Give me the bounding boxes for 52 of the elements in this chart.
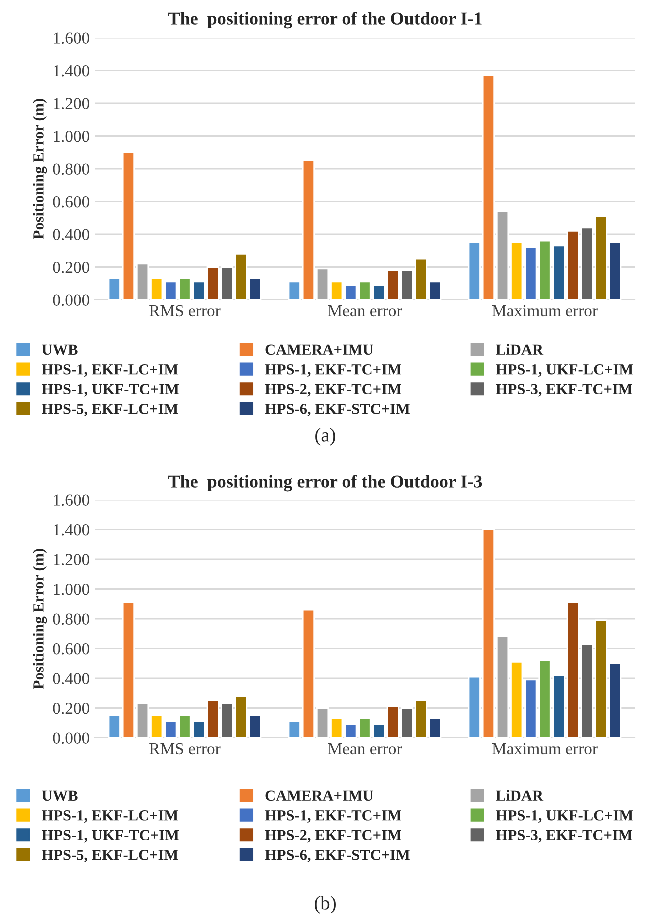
y-tick-label: 1.200 bbox=[54, 98, 90, 110]
legend-label: HPS-1, EKF-TC+IM bbox=[265, 810, 402, 824]
legend-label: CAMERA+IMU bbox=[266, 344, 374, 356]
x-tick-label: Maximum error bbox=[492, 305, 598, 317]
legend-label: HPS-6, EKF-STC+IM bbox=[265, 404, 410, 417]
y-tick-label: 1.400 bbox=[54, 524, 90, 536]
y-tick-label: 1.200 bbox=[54, 554, 90, 566]
legend-label: HPS-6, EKF-STC+IM bbox=[265, 850, 410, 863]
legend-label: HPS-3, EKF-TC+IM bbox=[496, 830, 632, 843]
legend-label: UWB bbox=[42, 344, 78, 356]
y-axis-title: Positioning Error (m) bbox=[33, 549, 48, 690]
x-tick-label: RMS error bbox=[150, 305, 221, 317]
y-tick-label: 0.400 bbox=[53, 229, 90, 241]
legend-label: HPS-2, EKF-TC+IM bbox=[265, 384, 402, 397]
y-tick-label: 1.000 bbox=[54, 130, 90, 142]
y-tick-label: 0.000 bbox=[53, 294, 90, 306]
legend-label: HPS-1, EKF-LC+IM bbox=[42, 810, 178, 824]
y-axis-title: Positioning Error (m) bbox=[33, 99, 48, 240]
y-tick-label: 0.400 bbox=[53, 673, 90, 685]
legend-label: HPS-1, UKF-LC+IM bbox=[496, 810, 634, 824]
legend-label: HPS-1, EKF-LC+IM bbox=[42, 364, 178, 378]
legend-label: LiDAR bbox=[496, 790, 544, 801]
chart-title: The positioning error of the Outdoor I-1 bbox=[168, 12, 482, 29]
legend-label: HPS-1, UKF-TC+IM bbox=[42, 830, 180, 843]
x-tick-label: Maximum error bbox=[492, 743, 598, 755]
y-tick-label: 1.600 bbox=[54, 32, 90, 44]
y-tick-label: 0.000 bbox=[53, 732, 90, 744]
legend-label: HPS-2, EKF-TC+IM bbox=[265, 830, 402, 843]
y-tick-label: 0.800 bbox=[53, 164, 90, 176]
y-tick-label: 0.600 bbox=[53, 643, 90, 655]
y-tick-label: 1.600 bbox=[54, 494, 90, 506]
x-tick-label: Mean error bbox=[328, 744, 402, 755]
legend-label: UWB bbox=[42, 790, 78, 802]
legend-label: HPS-1, UKF-LC+IM bbox=[496, 364, 634, 378]
y-tick-label: 0.600 bbox=[53, 196, 90, 208]
legend-label: CAMERA+IMU bbox=[266, 790, 374, 802]
y-tick-label: 1.400 bbox=[54, 65, 90, 77]
legend-label: HPS-3, EKF-TC+IM bbox=[496, 384, 632, 397]
x-tick-label: RMS error bbox=[150, 743, 221, 755]
y-tick-label: 0.200 bbox=[53, 262, 90, 274]
legend-label: HPS-1, EKF-TC+IM bbox=[265, 364, 402, 378]
y-tick-label: 0.200 bbox=[53, 702, 90, 714]
legend-label: HPS-5, EKF-LC+IM bbox=[42, 850, 178, 863]
text: (a) bbox=[316, 428, 336, 446]
y-tick-label: 0.800 bbox=[53, 614, 90, 626]
chart-title: The positioning error of the Outdoor I-3 bbox=[168, 475, 482, 492]
legend-label: HPS-1, UKF-TC+IM bbox=[42, 384, 180, 397]
legend-label: HPS-5, EKF-LC+IM bbox=[42, 404, 178, 417]
text: (b) bbox=[315, 896, 336, 914]
y-tick-label: 1.000 bbox=[54, 584, 90, 596]
legend-label: LiDAR bbox=[496, 344, 544, 355]
x-tick-label: Mean error bbox=[328, 306, 402, 317]
